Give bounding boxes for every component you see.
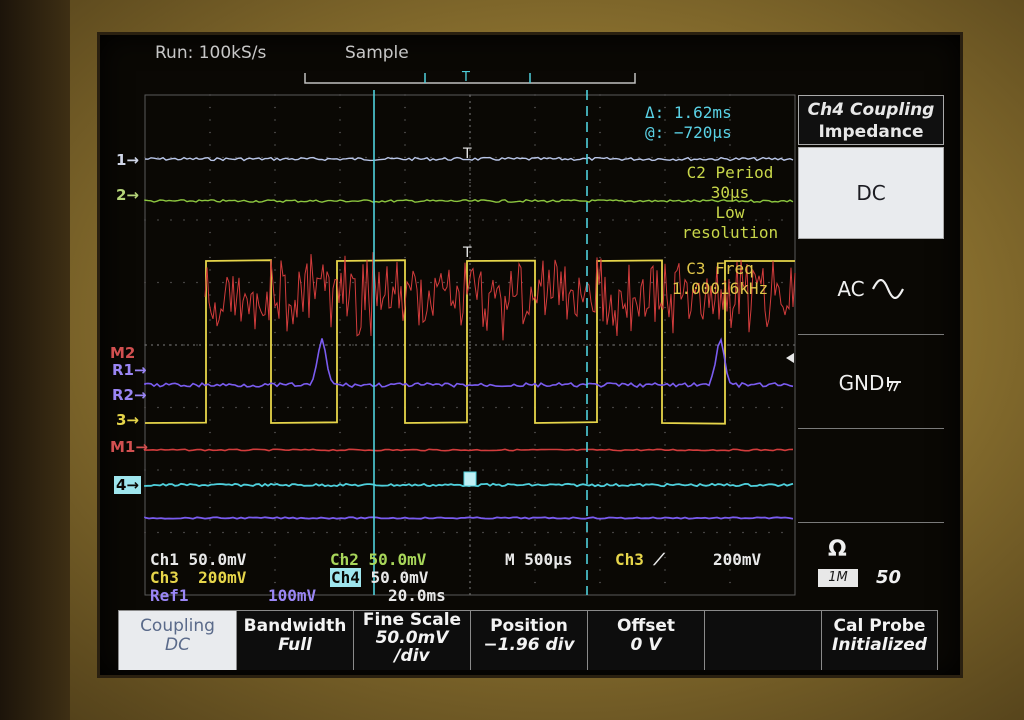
side-menu: Ch4 Coupling Impedance DC AC GND Ω 1M 50 [798,95,946,610]
bandwidth-label: Bandwidth [243,616,347,636]
side-menu-title-line1: Ch4 Coupling [807,100,935,120]
ch2-marker[interactable]: 2→ [116,186,140,204]
cursor-position-readout: @: −720µs [645,123,732,142]
ch2-status-scale: 50.0mV [368,550,427,569]
ch4-status-label: Ch4 [330,568,361,587]
position-button[interactable]: Position −1.96 div [470,610,587,670]
svg-text:T: T [462,245,472,261]
ref1-status-time: 20.0ms [388,586,446,605]
impedance-50-option[interactable]: 50 [876,567,902,588]
ch1-status-label: Ch1 [150,550,179,569]
ch3-waveform [144,259,795,425]
ground-icon [887,376,902,391]
fine-scale-value-2: /div [394,646,430,666]
ac-coupling-button[interactable]: AC [798,243,944,335]
ch1-status: Ch1 50.0mV [150,551,246,569]
run-status: Run: 100kS/s [155,43,267,63]
dc-coupling-button[interactable]: DC [798,147,944,239]
cal-probe-label: Cal Probe [833,616,926,636]
c2-period-label: C2 Period [686,163,774,182]
timebase-value: 500µs [524,550,573,569]
m2-marker[interactable]: M2 [110,344,136,362]
bandwidth-value: Full [278,635,312,655]
coupling-button[interactable]: Coupling DC [118,610,236,670]
timebase-status: M 500µs [505,551,572,569]
ref1-status-scale: 100mV [268,586,317,605]
gnd-coupling-label: GND [838,370,885,395]
math1-waveform [144,448,794,452]
timebase-label: M [505,550,515,569]
cursor-delta-readout: Δ: 1.62ms [645,103,732,122]
ch4-trigger-marker[interactable] [463,471,477,487]
coupling-label: Coupling [140,616,215,636]
bezel-shadow [0,0,70,720]
ch2-waveform [144,199,794,203]
bottom-menu: Coupling DC Bandwidth Full Fine Scale 50… [118,610,938,670]
ch1-status-scale: 50.0mV [188,550,247,569]
ref1-status: Ref1 100mV 20.0ms [150,586,446,605]
dc-coupling-label: DC [856,181,886,205]
c3-freq-value: 1.00016kHz [671,279,769,298]
gnd-coupling-button[interactable]: GND [798,337,944,429]
ref1-waveform [144,516,794,520]
record-view-bar: T [304,70,636,85]
svg-text:T: T [462,146,472,162]
ch3-marker[interactable]: 3→ [116,411,140,429]
ch1-marker[interactable]: 1→ [116,151,140,169]
acquisition-mode: Sample [345,43,409,63]
ref1-status-label: Ref1 [150,586,189,605]
bandwidth-button[interactable]: Bandwidth Full [236,610,353,670]
trigger-status: Ch3 ⟋ 200mV [615,550,761,569]
ch1-waveform [144,156,794,162]
trigger-source: Ch3 [615,550,644,569]
offset-label: Offset [617,616,675,636]
trigger-level: 200mV [713,550,762,569]
offset-value: 0 V [630,635,662,655]
ch3-status-scale: 200mV [198,568,247,587]
ch2-status: Ch2 50.0mV [330,551,426,569]
ch4-marker[interactable]: 4→ [114,476,142,494]
m1-marker[interactable]: M1→ [110,438,148,456]
impedance-button[interactable]: Ω 1M 50 [798,525,944,610]
r1-marker[interactable]: R1→ [112,361,147,379]
r2-marker[interactable]: R2→ [112,386,147,404]
side-menu-title: Ch4 Coupling Impedance [798,95,944,145]
c2-period-note-2: resolution [681,223,779,242]
math2-waveform [204,252,796,341]
side-menu-empty-slot [798,431,944,523]
cal-probe-button[interactable]: Cal Probe Initialized [821,610,938,670]
fine-scale-label: Fine Scale [362,610,462,630]
ch3-status-label: Ch3 [150,568,179,587]
ac-coupling-label: AC [837,276,865,301]
ch2-status-label: Ch2 [330,550,359,569]
cal-probe-value: Initialized [832,635,927,655]
c2-period-measurement: C2 Period 30µs Low resolution [655,163,805,243]
ch4-status-scale: 50.0mV [370,568,429,587]
c3-freq-measurement: C3 Freq 1.00016kHz [645,259,795,299]
trigger-level-arrow[interactable] [786,353,794,363]
position-label: Position [490,616,568,636]
trigger-position-markers: T T [462,146,472,261]
trigger-slope-icon: ⟋ [653,550,665,569]
waveform-display: T T T [144,70,796,596]
ch4-status: Ch4 50.0mV [330,568,429,587]
offset-button[interactable]: Offset 0 V [587,610,704,670]
side-menu-title-line2: Impedance [818,122,924,142]
fine-scale-value-1: 50.0mV [375,628,449,648]
fine-scale-button[interactable]: Fine Scale 50.0mV /div [353,610,470,670]
c2-period-note-1: Low [715,203,745,222]
oscilloscope-screen: Run: 100kS/s Sample T T T 1→ 2→ M2 R1→ R… [100,35,960,675]
sine-wave-icon [871,278,904,299]
position-value: −1.96 div [483,635,575,655]
ref2-waveform [144,337,794,389]
bottom-menu-empty-slot [704,610,821,670]
c3-freq-label: C3 Freq [686,259,754,278]
impedance-1m-option[interactable]: 1M [818,569,858,587]
c2-period-value: 30µs [710,183,750,202]
coupling-value: DC [165,635,190,655]
svg-text:T: T [461,70,470,85]
ch3-status: Ch3 200mV [150,569,246,587]
impedance-symbol: Ω [828,537,847,562]
